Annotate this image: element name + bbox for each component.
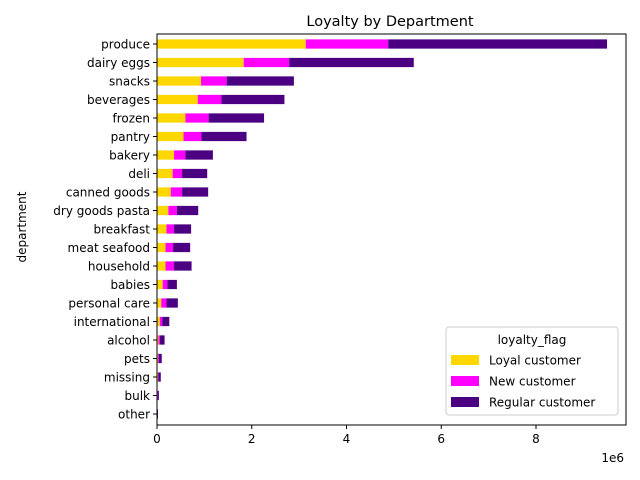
bar-breakfast-series-1 [166,224,175,234]
bar-meat-seafood-series-0 [157,242,166,253]
y-tick-label: bakery [109,149,150,163]
legend-label: Regular customer [489,396,595,410]
legend: loyalty_flag Loyal customer New customer Re… [445,326,619,416]
bar-bakery-series-1 [174,150,186,160]
bar-international-series-2 [162,316,170,327]
bar-dry-goods-pasta-series-2 [176,205,199,216]
bar-babies-series-1 [162,279,168,290]
x-tick-label: 8 [532,432,540,446]
legend-swatch [451,397,479,407]
y-tick-label: produce [101,38,150,52]
bar-meat-seafood-series-2 [173,242,191,253]
bar-frozen-series-1 [185,113,209,123]
bar-produce-series-0 [157,39,306,49]
bar-dairy-eggs-series-0 [157,57,244,68]
bar-international-series-1 [159,316,163,327]
y-tick-label: meat seafood [68,241,150,255]
y-tick-label: other [118,408,150,422]
bar-bakery-series-2 [185,150,213,160]
x-tick-label: 4 [343,432,351,446]
bar-meat-seafood-series-1 [165,242,174,253]
bar-alcohol-series-0 [157,335,159,345]
bar-household-series-2 [174,261,192,271]
bar-deli-series-0 [157,168,173,179]
bar-personal-care-series-1 [161,298,167,308]
bar-canned-goods-series-1 [170,187,183,197]
legend-label: New customer [489,375,576,389]
bar-breakfast-series-0 [157,224,167,234]
bar-canned-goods-series-2 [182,187,209,197]
bar-breakfast-series-2 [174,224,192,234]
y-tick-label: deli [128,167,150,181]
bar-snacks-series-0 [157,76,202,86]
bar-alcohol-series-2 [159,335,165,345]
y-tick-label: dairy eggs [87,56,150,70]
bar-snacks-series-2 [226,76,294,86]
bar-babies-series-0 [157,279,163,290]
bar-pantry-series-0 [157,131,184,142]
y-tick-label: dry goods pasta [53,204,150,218]
y-tick-label: pantry [111,130,150,144]
bar-household-series-1 [165,261,175,271]
bar-pets-series-2 [158,353,162,364]
bar-beverages-series-2 [221,94,285,105]
bar-babies-series-2 [167,279,177,290]
legend-title: loyalty_flag [498,333,567,347]
bar-personal-care-series-0 [157,298,162,308]
plot-area: produce dairy eggs snacks beverages frozen pa… [53,33,627,446]
bar-beverages-series-0 [157,94,198,105]
bar-snacks-series-1 [201,76,227,86]
y-tick-label: breakfast [93,223,150,237]
bar-missing-series-2 [158,372,161,382]
bar-produce-series-1 [305,39,389,49]
bar-dairy-eggs-series-1 [243,57,290,68]
chart-title: Loyalty by Department [306,14,474,30]
y-tick-label: bulk [124,389,150,403]
bar-bakery-series-0 [157,150,175,160]
bar-pets-series-1 [157,353,159,364]
bar-frozen-series-2 [208,113,265,123]
y-tick-label: personal care [68,297,150,311]
bar-bulk-series-2 [157,390,159,401]
bar-produce-series-2 [388,39,608,49]
bar-household-series-0 [157,261,166,271]
bar-international-series-0 [157,316,160,327]
bar-personal-care-series-2 [166,298,178,308]
bar-frozen-series-0 [157,113,186,123]
y-tick-label: missing [104,371,150,385]
y-tick-label: babies [110,278,150,292]
legend-swatch [451,355,479,365]
legend-swatch [451,376,479,386]
bar-pantry-series-2 [201,131,247,142]
legend-label: Loyal customer [489,354,581,368]
bar-alcohol-series-1 [158,335,160,345]
bar-canned-goods-series-0 [157,187,171,197]
y-tick-label: international [74,315,150,329]
x-tick-label: 0 [153,432,161,446]
y-tick-label: frozen [112,112,150,126]
y-tick-label: alcohol [107,334,150,348]
axes-frame [156,33,627,426]
legend-frame [445,326,619,416]
y-tick-label: snacks [109,75,150,89]
bar-dry-goods-pasta-series-0 [157,205,169,216]
x-axis-offset-label: 1e6 [601,451,624,465]
y-tick-label: pets [124,352,150,366]
bar-deli-series-2 [182,168,208,179]
bar-pantry-series-1 [183,131,202,142]
y-tick-label: beverages [87,93,150,107]
y-axis-label: department [15,191,29,262]
bar-deli-series-1 [172,168,183,179]
bar-beverages-series-1 [197,94,222,105]
bar-dairy-eggs-series-2 [289,57,414,68]
bar-dry-goods-pasta-series-1 [168,205,177,216]
y-tick-label: canned goods [66,186,150,200]
x-tick-label: 2 [248,432,256,446]
y-tick-label: household [88,260,150,274]
x-tick-label: 6 [437,432,445,446]
